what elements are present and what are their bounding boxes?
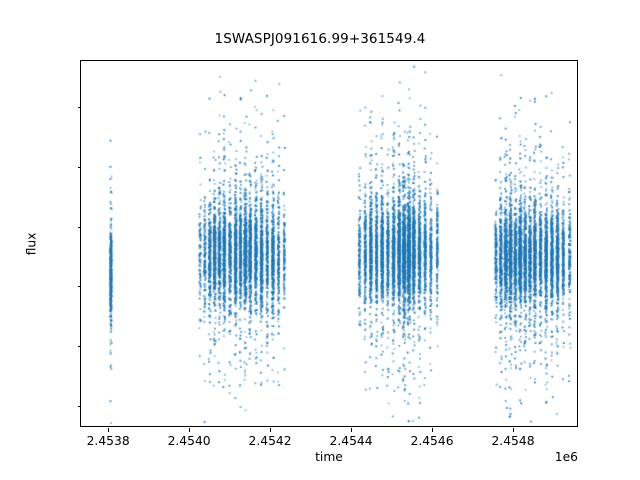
x-axis-offset-label: 1e6 xyxy=(554,450,578,464)
scatter-plot-canvas xyxy=(81,61,579,428)
x-tick-mark xyxy=(270,428,272,432)
y-axis-label-text: flux xyxy=(24,232,39,255)
y-axis-label: flux xyxy=(22,60,40,427)
plot-axes: 4.04.55.05.56.06.5 2.45382.45402.45422.4… xyxy=(77,60,579,448)
y-tick-mark xyxy=(77,346,81,348)
y-tick-mark xyxy=(77,106,81,108)
y-tick-mark xyxy=(77,226,81,228)
x-tick-label: 2.4538 xyxy=(86,434,130,448)
x-axis-label: time xyxy=(315,450,343,464)
x-tick-mark xyxy=(189,428,191,432)
y-tick-mark xyxy=(77,166,81,168)
x-tick-label: 2.4546 xyxy=(410,434,454,448)
x-tick-label: 2.4540 xyxy=(167,434,211,448)
page-title: 1SWASPJ091616.99+361549.4 xyxy=(214,31,426,47)
y-tick-mark xyxy=(77,286,81,288)
x-tick-mark xyxy=(108,428,110,432)
x-tick-mark xyxy=(432,428,434,432)
x-tick-label: 2.4548 xyxy=(491,434,535,448)
x-tick-label: 2.4542 xyxy=(248,434,292,448)
x-tick-label: 2.4544 xyxy=(329,434,373,448)
x-tick-mark xyxy=(351,428,353,432)
x-tick-mark xyxy=(513,428,514,432)
y-tick-mark xyxy=(77,406,81,408)
